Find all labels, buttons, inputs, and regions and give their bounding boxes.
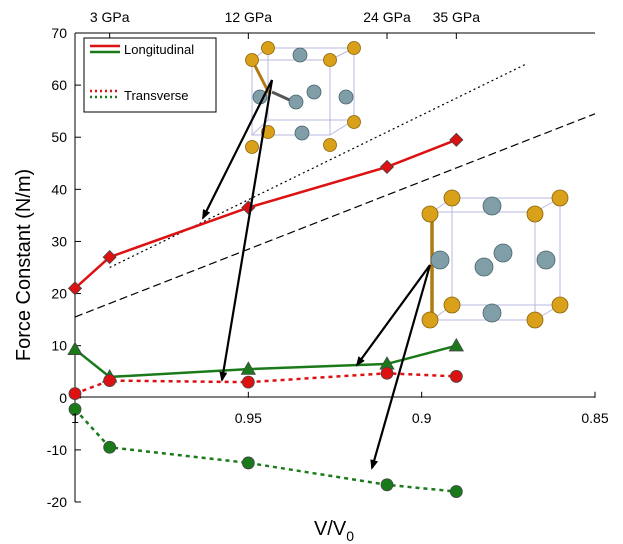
- y-axis-title: Force Constant (N/m): [13, 169, 35, 361]
- x-axis-title-subscript: 0: [346, 528, 354, 544]
- data-point-circle: [449, 370, 463, 383]
- x-tick-label: 0.9: [412, 410, 432, 426]
- legend: Longitudinal Transverse: [83, 37, 217, 113]
- y-tick-label: -10: [47, 442, 67, 458]
- data-point-circle: [380, 366, 394, 380]
- y-tick-label: 60: [51, 77, 67, 93]
- arrow-to-transverse-line: [219, 79, 274, 382]
- series-line-3: [74, 408, 457, 493]
- data-point-triangle: [240, 361, 257, 375]
- legend-label-longitudinal: Longitudinal: [124, 42, 194, 57]
- data-point-circle: [103, 440, 117, 454]
- y-tick-label: -20: [47, 494, 67, 510]
- data-point-circle: [103, 374, 117, 387]
- y-tick-label: 20: [51, 286, 67, 302]
- legend-label-transverse: Transverse: [124, 88, 189, 103]
- data-point-triangle: [67, 341, 83, 355]
- top-axis-label: 12 GPa: [225, 9, 273, 25]
- series-line-2: [74, 372, 457, 395]
- data-point-circle: [241, 375, 255, 389]
- x-axis-title-main: V/V: [314, 518, 347, 540]
- y-tick-label: 30: [51, 233, 67, 249]
- data-point-circle: [380, 478, 394, 492]
- top-axis-label: 35 GPa: [433, 9, 481, 25]
- tick-labels: -20 -10 0 10 20 30 40 50 60 70 1 0.95 0.9 0.85 3 GPa 12…: [47, 9, 609, 510]
- series-lines: [74, 138, 457, 493]
- reference-line-dashed: [74, 113, 596, 318]
- y-tick-label: 50: [51, 129, 67, 145]
- data-markers: [67, 132, 465, 498]
- data-point-diamond: [67, 281, 83, 296]
- data-point-circle: [449, 485, 463, 498]
- crystal-structure-inset-large: [421, 189, 569, 329]
- annotation-arrows: [202, 79, 432, 470]
- y-tick-label: 40: [51, 181, 67, 197]
- data-point-diamond: [379, 159, 395, 174]
- reference-lines: [74, 63, 596, 318]
- top-axis-label: 24 GPa: [363, 9, 411, 25]
- y-tick-label: 10: [51, 338, 67, 354]
- data-point-diamond: [102, 250, 117, 265]
- x-tick-label: 1: [71, 410, 79, 426]
- series-line-0: [74, 138, 457, 290]
- y-tick-label: 70: [51, 25, 67, 41]
- data-point-circle: [68, 402, 82, 416]
- arrow-to-longitudinal-line: [202, 79, 273, 220]
- crystal-structure-inset-small: [245, 41, 361, 154]
- arrow-to-green-longitudinal-line: [355, 264, 431, 367]
- top-axis-label: 3 GPa: [90, 9, 130, 25]
- x-tick-label: 0.85: [581, 410, 608, 426]
- data-point-triangle: [448, 337, 465, 352]
- data-point-diamond: [241, 200, 256, 215]
- arrow-to-green-transverse-line: [370, 264, 432, 470]
- x-axis-title: V/V0: [314, 518, 354, 544]
- y-tick-label: 0: [59, 390, 67, 406]
- x-tick-label: 0.95: [235, 410, 262, 426]
- data-point-diamond: [449, 132, 464, 147]
- reference-line-dotted: [109, 63, 526, 269]
- legend-box: [83, 37, 217, 113]
- data-point-circle: [68, 387, 82, 401]
- data-point-circle: [241, 456, 255, 470]
